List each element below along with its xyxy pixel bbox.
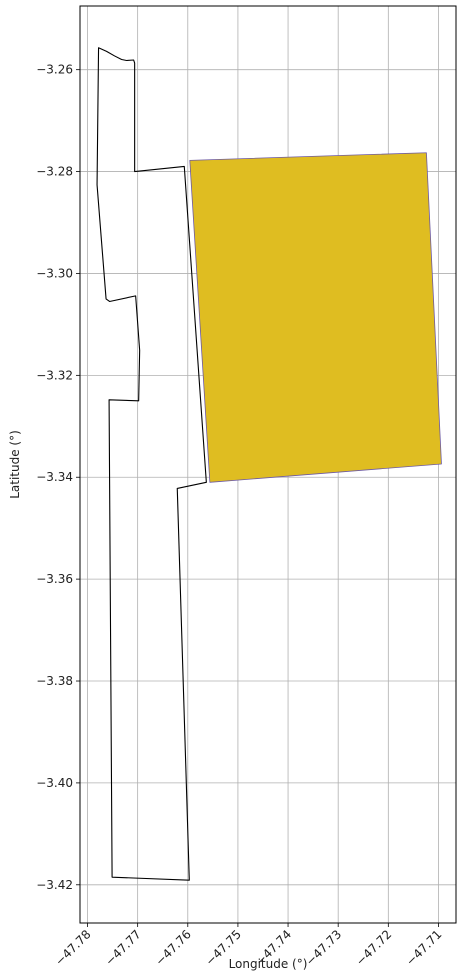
- plot-frame: [79, 5, 457, 924]
- y-axis-ticks: −3.26 −3.28 −3.30 −3.32 −3.34 −3.36 −3.38 −3.40…: [36, 63, 80, 892]
- y-tick-label-1: −3.28: [36, 165, 73, 179]
- outline-polygon: [96, 47, 207, 881]
- x-tick-label-1: −47.77: [102, 927, 143, 968]
- y-axis-label: Latitude (°): [8, 430, 22, 499]
- y-tick-label-5: −3.36: [36, 572, 73, 586]
- y-tick-label-2: −3.30: [36, 266, 73, 280]
- y-tick-label-3: −3.32: [36, 368, 73, 382]
- x-tick-label-5: −47.73: [303, 927, 344, 968]
- y-tick-label-4: −3.34: [36, 470, 73, 484]
- highlighted-parcel-polygon: [189, 152, 442, 483]
- polygon-layer: [96, 47, 442, 881]
- x-tick-label-2: −47.76: [153, 927, 194, 968]
- y-tick-label-8: −3.42: [36, 878, 73, 892]
- x-tick-label-0: −47.78: [52, 927, 93, 968]
- y-tick-label-0: −3.26: [36, 63, 73, 77]
- y-tick-label-7: −3.40: [36, 776, 73, 790]
- y-tick-label-6: −3.38: [36, 674, 73, 688]
- x-tick-label-6: −47.72: [353, 927, 394, 968]
- x-axis-label: Longitude (°): [229, 957, 308, 971]
- x-tick-label-7: −47.71: [403, 927, 444, 968]
